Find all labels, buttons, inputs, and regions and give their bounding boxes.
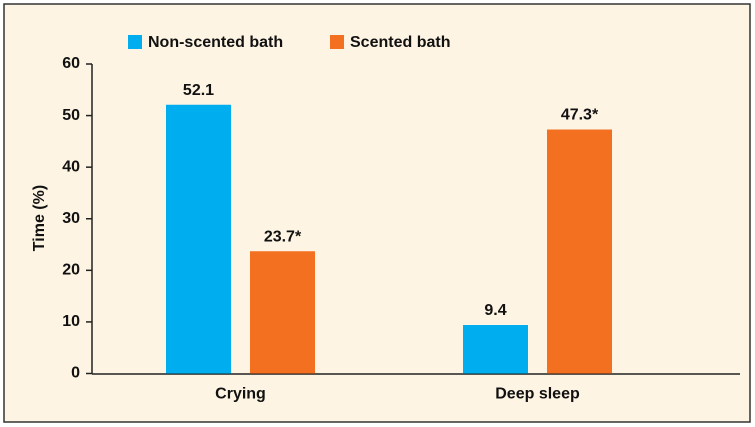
value-label: 47.3* [561,107,599,124]
y-tick-label: 60 [62,55,80,72]
legend-swatch [330,35,344,49]
x-tick-label: Crying [215,386,266,403]
legend-label: Non-scented bath [148,34,283,51]
y-tick-label: 40 [62,158,80,175]
legend-label: Scented bath [350,34,450,51]
legend-swatch [128,35,142,49]
chart-frame [3,3,751,423]
bar [166,104,231,374]
x-tick-label: Deep sleep [495,386,580,403]
bar [547,129,612,374]
y-tick-label: 20 [62,262,80,279]
y-tick-label: 50 [62,107,80,124]
y-tick-label: 10 [62,313,80,330]
value-label: 52.1 [183,82,214,99]
bar [463,325,528,374]
value-label: 9.4 [484,302,506,319]
value-label: 23.7* [264,228,302,245]
y-tick-label: 0 [71,365,80,382]
y-axis-label: Time (%) [31,185,48,251]
y-tick-label: 30 [62,210,80,227]
bar [250,251,315,374]
